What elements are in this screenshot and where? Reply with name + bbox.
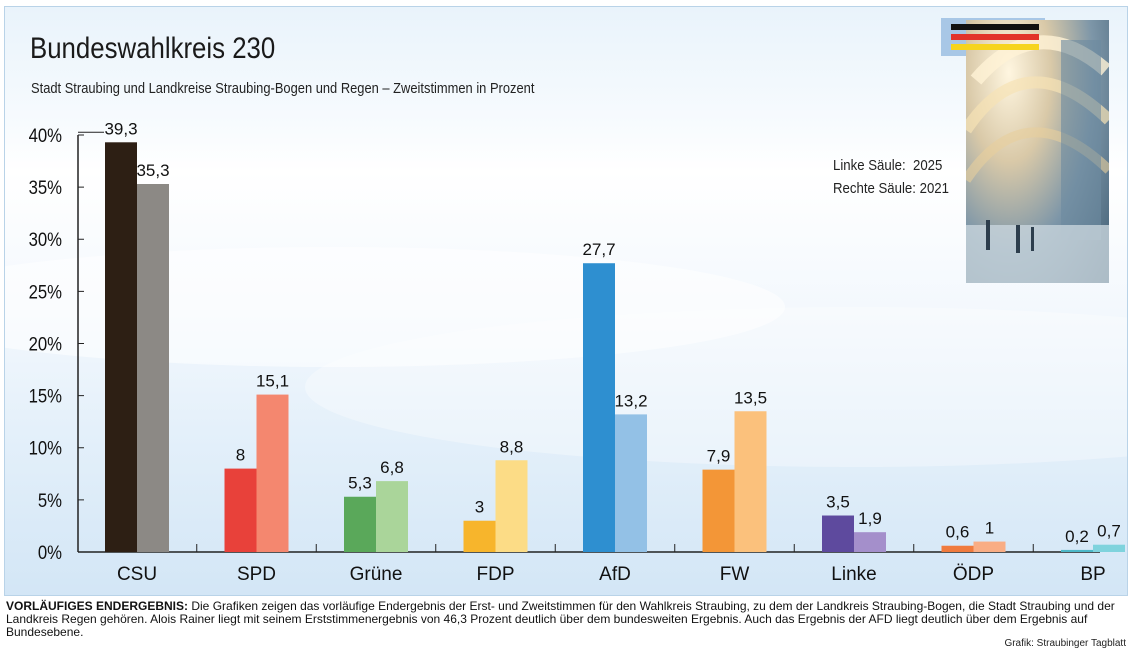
reichstag-dome-photo [966,20,1109,283]
data-label: 35,3 [136,161,169,180]
data-label: 7,9 [707,447,731,466]
flag-stripe-gold [951,44,1039,50]
footnote-lead: VORLÄUFIGES ENDERGEBNIS: [6,599,189,613]
bar-2025-BP [1061,549,1093,552]
y-tick-label: 15% [29,386,63,407]
x-category-label: SPD [237,564,276,585]
data-label: 0,6 [946,523,970,542]
flag-stripe-black [951,24,1039,30]
credit: Grafik: Straubinger Tagblatt [1004,638,1126,649]
data-label: 3,5 [826,493,850,512]
legend-left: Linke Säule: 2025 [833,157,942,174]
data-label: 0,7 [1097,522,1121,541]
bar-2025-Linke [822,515,854,552]
bar-2021-FDP [495,460,528,552]
data-label: 3 [475,498,484,517]
data-label: 13,2 [614,391,647,410]
y-tick-label: 30% [29,229,63,250]
bar-2025-ÖDP [941,545,974,552]
bar-2025-AfD [583,263,615,552]
legend-left-label: Linke Säule: [833,157,906,174]
bar-2021-FW [734,411,767,552]
y-tick-label: 20% [29,334,63,355]
data-label: 6,8 [380,458,404,477]
flag-stripe-red [951,34,1039,40]
data-label: 8 [236,446,245,465]
bar-2025-FW [702,469,735,552]
chart-subtitle: Stadt Straubing und Landkreise Straubing… [31,80,535,97]
bar-2021-AfD [615,414,647,552]
data-label: 27,7 [582,240,615,259]
x-category-label: FW [720,564,750,585]
x-category-label: Grüne [350,564,403,585]
x-category-label: ÖDP [953,564,994,585]
data-label: 0,2 [1065,527,1089,546]
y-tick-label: 10% [29,438,63,459]
chart-title: Bundeswahlkreis 230 [30,32,276,65]
bar-2025-Grüne [344,496,376,552]
footnote-text: Die Grafiken zeigen das vorläufige Ender… [6,599,1115,639]
data-label: 5,3 [348,474,372,493]
x-category-label: AfD [599,564,631,585]
x-category-label: BP [1080,564,1105,585]
bar-2021-ÖDP [973,541,1006,552]
bar-2025-CSU [105,142,137,553]
y-tick-label: 25% [29,281,63,302]
data-label: 15,1 [256,372,289,391]
data-label: 1 [985,519,994,538]
bar-2021-BP [1093,544,1125,552]
y-tick-label: 0% [38,542,62,563]
x-category-label: CSU [117,564,157,585]
y-tick-label: 5% [38,490,62,511]
bar-2021-SPD [256,394,289,552]
bar-2021-Linke [854,532,886,552]
data-label: 39,3 [104,119,137,138]
data-label: 13,5 [734,388,767,407]
y-tick-label: 40% [29,125,63,146]
legend-left-year: 2025 [912,157,943,174]
legend-right-label: Rechte Säule: [833,180,916,197]
bar-2021-Grüne [376,481,408,552]
x-category-label: Linke [831,564,876,585]
y-tick-label: 35% [29,177,63,198]
bar-2025-SPD [224,468,257,552]
bar-chart: 0%5%10%15%20%25%30%35%40%CSU39,335,3SPD8… [29,119,1125,585]
bar-2021-CSU [137,183,169,552]
bar-2025-FDP [463,520,496,552]
footnote: VORLÄUFIGES ENDERGEBNIS: Die Grafiken ze… [6,600,1130,639]
legend-right: Rechte Säule: 2021 [833,180,949,197]
x-category-label: FDP [477,564,515,585]
legend-right-year: 2021 [919,180,949,197]
data-label: 1,9 [858,509,882,528]
data-label: 8,8 [500,437,524,456]
